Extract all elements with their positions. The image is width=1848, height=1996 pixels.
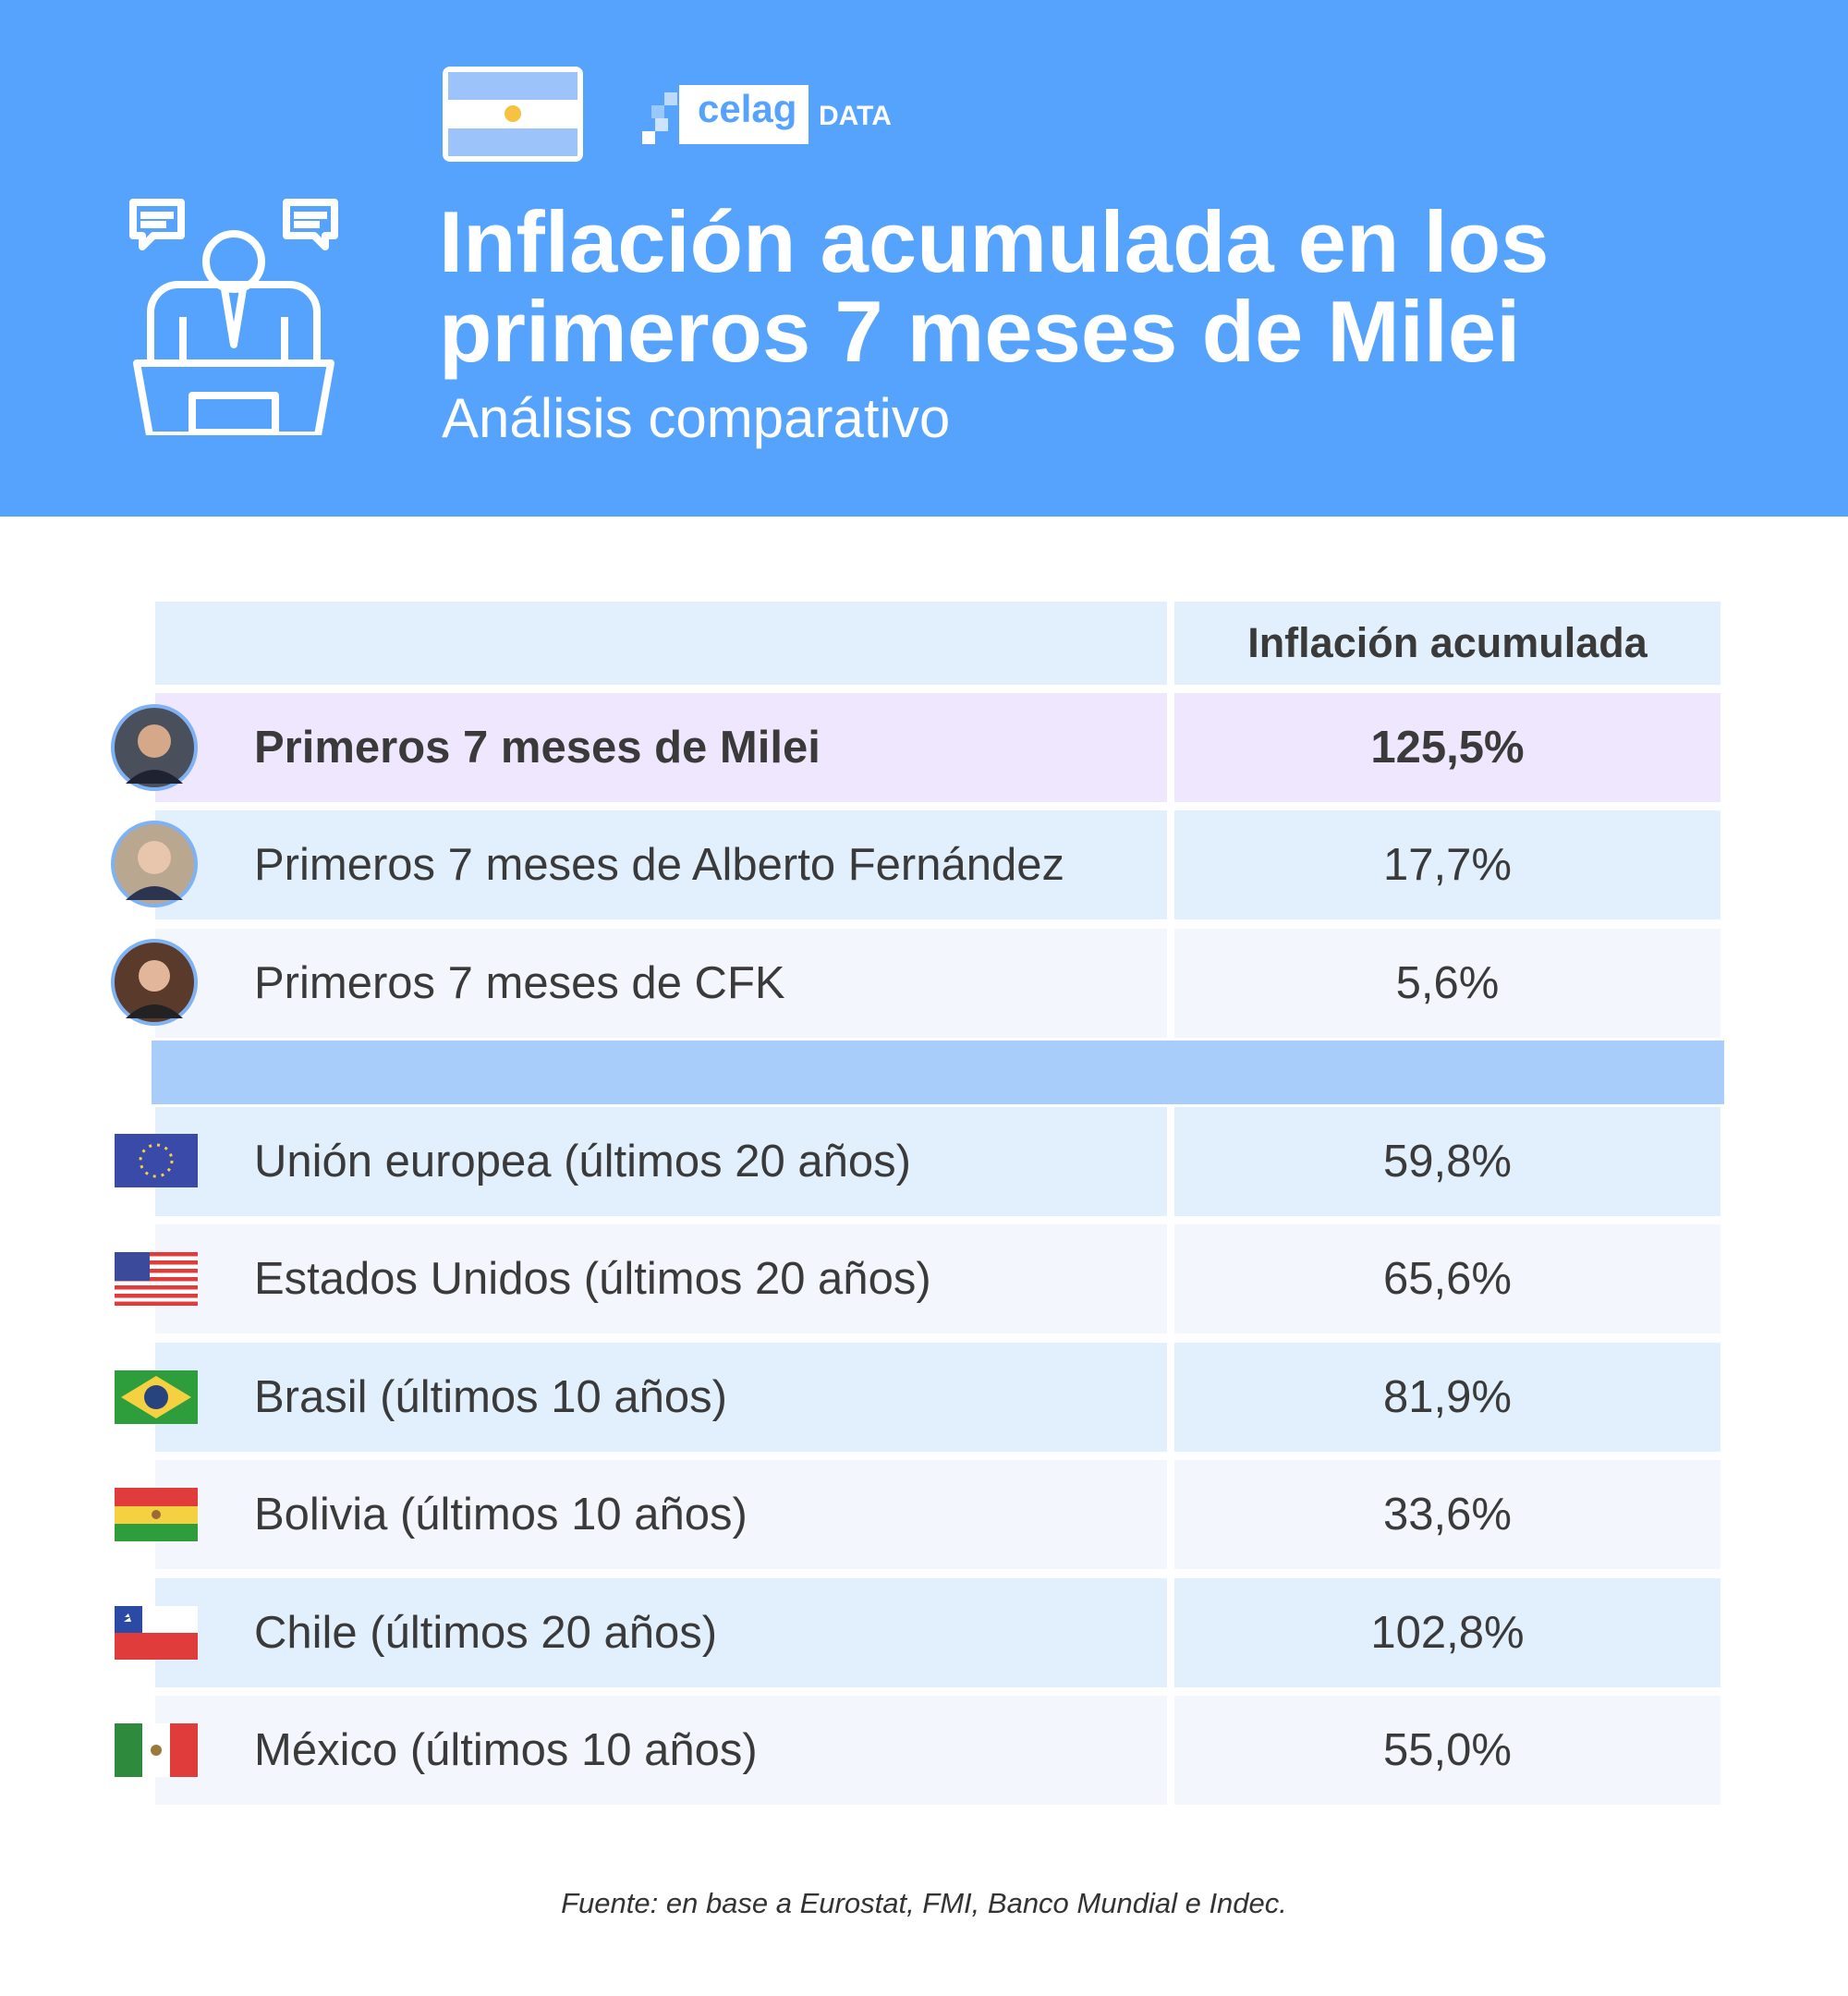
row-label: México (últimos 10 años) <box>155 1696 1167 1805</box>
row-value: 59,8% <box>1174 1107 1720 1216</box>
row-value: 33,6% <box>1174 1460 1720 1570</box>
brand: celag <box>698 87 797 130</box>
speaker-icon <box>129 199 338 435</box>
row-label: Unión europea (últimos 20 años) <box>155 1107 1167 1216</box>
row-value: 102,8% <box>1174 1577 1720 1687</box>
row-label: Chile (últimos 20 años) <box>155 1577 1167 1687</box>
row-label: Bolivia (últimos 10 años) <box>155 1460 1167 1570</box>
row-label: Primeros 7 meses de CFK <box>155 928 1167 1038</box>
source-note: Fuente: en base a Eurostat, FMI, Banco M… <box>561 1887 1287 1919</box>
column-header: Inflación acumulada <box>1174 602 1720 685</box>
portraits <box>111 704 198 1026</box>
subtitle: Análisis comparativo <box>442 387 951 449</box>
row-value: 5,6% <box>1174 928 1720 1038</box>
row-value: 17,7% <box>1174 810 1720 920</box>
row-label: Primeros 7 meses de Alberto Fernández <box>155 810 1167 920</box>
row-value: 81,9% <box>1174 1342 1720 1452</box>
row-label: Estados Unidos (últimos 20 años) <box>155 1224 1167 1334</box>
row-value: 65,6% <box>1174 1224 1720 1334</box>
row-value: 125,5% <box>1174 693 1720 802</box>
row-label: Brasil (últimos 10 años) <box>155 1342 1167 1452</box>
title-line: primeros 7 meses de Milei <box>439 283 1521 380</box>
header-band <box>0 0 1848 517</box>
row-value: 55,0% <box>1174 1696 1720 1805</box>
header-cell <box>155 602 1167 685</box>
brand-suffix: DATA <box>819 101 892 131</box>
separator <box>152 1041 1724 1104</box>
flags <box>115 1134 198 1777</box>
argentina-flag <box>443 67 583 162</box>
row-label: Primeros 7 meses de Milei <box>155 693 1167 802</box>
brand-mark <box>642 85 808 144</box>
title-line: Inflación acumulada en los <box>439 193 1550 290</box>
